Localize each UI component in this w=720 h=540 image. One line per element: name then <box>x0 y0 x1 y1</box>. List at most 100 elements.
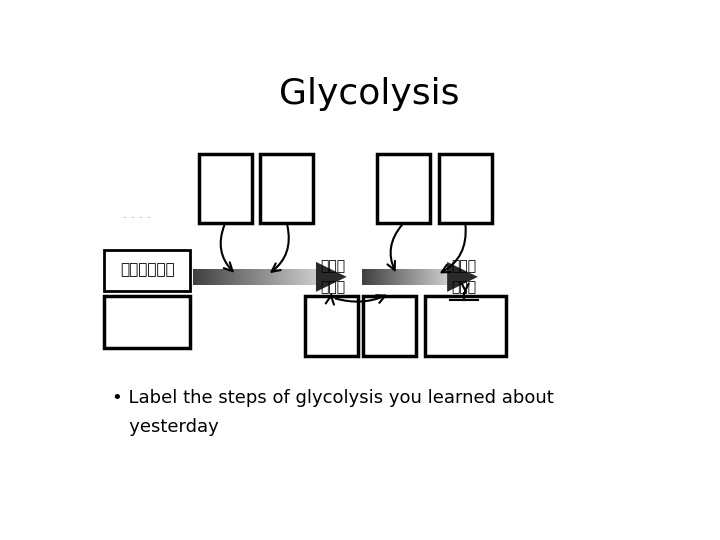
Bar <box>387 268 388 285</box>
Bar <box>399 268 400 285</box>
Bar <box>363 268 364 285</box>
Bar <box>377 268 379 285</box>
Text: ⒸⒸⒸ: ⒸⒸⒸ <box>320 280 346 294</box>
Text: • Label the steps of glycolysis you learned about
   yesterday: • Label the steps of glycolysis you lear… <box>112 389 554 436</box>
Bar <box>372 268 374 285</box>
Bar <box>224 268 225 285</box>
Bar <box>374 268 375 285</box>
Bar <box>275 268 276 285</box>
Bar <box>283 268 285 285</box>
Bar <box>265 268 266 285</box>
Bar <box>305 268 306 285</box>
Bar <box>262 268 264 285</box>
Bar <box>391 268 392 285</box>
Bar <box>430 268 431 285</box>
Bar <box>366 268 368 285</box>
Bar <box>386 268 387 285</box>
Bar <box>385 268 386 285</box>
Bar <box>217 268 218 285</box>
Bar <box>287 268 289 285</box>
Bar <box>279 268 281 285</box>
Bar <box>297 268 298 285</box>
Bar <box>209 268 210 285</box>
Bar <box>377 154 431 223</box>
Bar <box>405 268 406 285</box>
Bar <box>397 268 398 285</box>
Bar <box>270 268 271 285</box>
Bar <box>407 268 408 285</box>
Bar <box>379 268 380 285</box>
Bar <box>390 268 392 285</box>
Bar <box>394 268 395 285</box>
Bar <box>310 268 312 285</box>
Text: ⒸⒸⒸⒸⒸⒸ: ⒸⒸⒸⒸⒸⒸ <box>120 262 175 277</box>
Bar <box>285 268 287 285</box>
Bar <box>200 268 202 285</box>
Bar <box>295 268 297 285</box>
Bar <box>396 268 397 285</box>
Polygon shape <box>316 262 347 292</box>
Bar <box>413 268 414 285</box>
Polygon shape <box>447 262 478 292</box>
Bar <box>239 268 241 285</box>
Bar <box>409 268 410 285</box>
Bar <box>199 268 201 285</box>
Bar <box>280 268 282 285</box>
Bar <box>314 268 315 285</box>
Bar <box>226 268 228 285</box>
Bar <box>246 268 248 285</box>
Bar <box>104 295 190 348</box>
Bar <box>256 268 257 285</box>
Bar <box>426 268 427 285</box>
Bar <box>412 268 413 285</box>
Bar <box>248 268 249 285</box>
Bar <box>398 268 400 285</box>
Bar <box>255 268 256 285</box>
Bar <box>428 268 430 285</box>
Bar <box>253 268 255 285</box>
Bar <box>236 268 238 285</box>
Bar <box>404 268 405 285</box>
Bar <box>214 268 215 285</box>
Bar <box>383 268 384 285</box>
Bar <box>368 268 369 285</box>
Bar <box>251 268 252 285</box>
Bar <box>441 268 443 285</box>
Bar <box>410 268 412 285</box>
Bar <box>248 268 250 285</box>
Bar <box>305 295 358 356</box>
Bar <box>435 268 436 285</box>
Bar <box>234 268 235 285</box>
Bar <box>427 268 428 285</box>
Bar <box>397 268 399 285</box>
Bar <box>400 268 402 285</box>
Bar <box>393 268 395 285</box>
Bar <box>433 268 434 285</box>
Bar <box>199 154 252 223</box>
Bar <box>261 268 262 285</box>
Bar <box>401 268 402 285</box>
Bar <box>425 295 505 356</box>
Bar <box>388 268 389 285</box>
Bar <box>431 268 432 285</box>
Bar <box>273 268 274 285</box>
Bar <box>304 268 305 285</box>
Bar <box>289 268 291 285</box>
Bar <box>253 268 254 285</box>
Bar <box>307 268 308 285</box>
Bar <box>400 268 401 285</box>
Bar <box>267 268 269 285</box>
Bar <box>392 268 393 285</box>
Bar <box>441 268 442 285</box>
Text: Glycolysis: Glycolysis <box>279 77 459 111</box>
Bar <box>238 268 240 285</box>
Bar <box>197 268 198 285</box>
Bar <box>425 268 426 285</box>
Bar <box>438 268 439 285</box>
Bar <box>438 154 492 223</box>
Bar <box>274 268 276 285</box>
Bar <box>216 268 217 285</box>
Bar <box>369 268 370 285</box>
Bar <box>219 268 220 285</box>
Bar <box>374 268 376 285</box>
